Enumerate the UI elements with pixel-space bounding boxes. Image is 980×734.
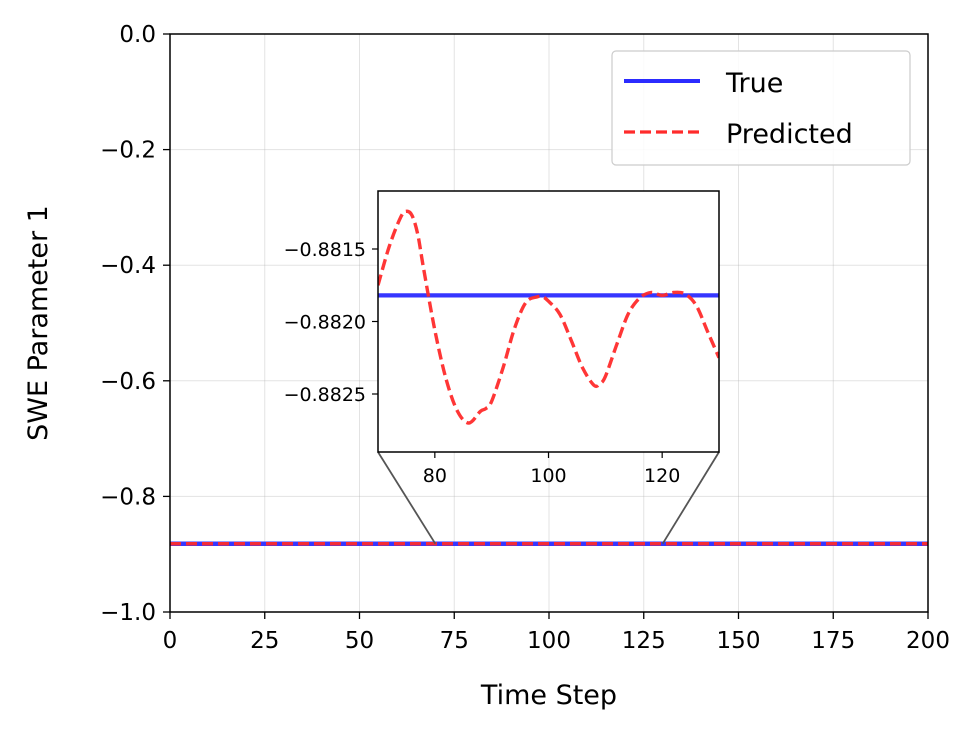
legend-label-true: True	[725, 68, 783, 99]
x-tick-label: 150	[717, 628, 761, 654]
connector-right	[661, 451, 720, 545]
y-tick-label: −0.2	[100, 138, 156, 164]
inset-y-tick-label: −0.8815	[284, 239, 366, 261]
inset-x-tick-label: 80	[423, 465, 447, 487]
y-tick-label: 0.0	[119, 22, 156, 48]
x-tick-label: 125	[622, 628, 666, 654]
inset-x-tick-label: 100	[530, 465, 566, 487]
inset-ticks: 80 100 120 −0.8815 −0.8820 −0.8825	[284, 239, 681, 487]
inset-y-tick-label: −0.8820	[284, 312, 366, 334]
inset-y-tick-label: −0.8825	[284, 384, 366, 406]
inset-background	[378, 191, 719, 452]
legend-label-predicted: Predicted	[726, 119, 853, 150]
connector-left	[377, 451, 437, 545]
y-tick-label: −0.8	[100, 484, 156, 510]
inset-connector-lines	[377, 451, 720, 545]
legend: True Predicted	[611, 50, 911, 166]
y-tick-label: −1.0	[100, 600, 156, 626]
x-tick-label: 25	[250, 628, 279, 654]
x-tick-label: 200	[906, 628, 950, 654]
y-tick-label: −0.6	[100, 369, 156, 395]
x-tick-label: 175	[811, 628, 855, 654]
x-tick-label: 50	[345, 628, 374, 654]
inset-x-tick-label: 120	[644, 465, 680, 487]
x-tick-label: 100	[527, 628, 571, 654]
inset-series	[378, 209, 719, 425]
x-tick-label: 0	[163, 628, 178, 654]
y-tick-label: −0.4	[100, 253, 156, 279]
y-axis-title: SWE Parameter 1	[23, 205, 54, 441]
inset-series-line-predicted	[378, 209, 719, 425]
x-tick-label: 75	[440, 628, 469, 654]
x-axis-title: Time Step	[480, 680, 617, 711]
main-ticks: 0 25 50 75 100 125 150 175 200 0.0 −0.2 −0.4 −0.6 −0.…	[100, 22, 950, 654]
